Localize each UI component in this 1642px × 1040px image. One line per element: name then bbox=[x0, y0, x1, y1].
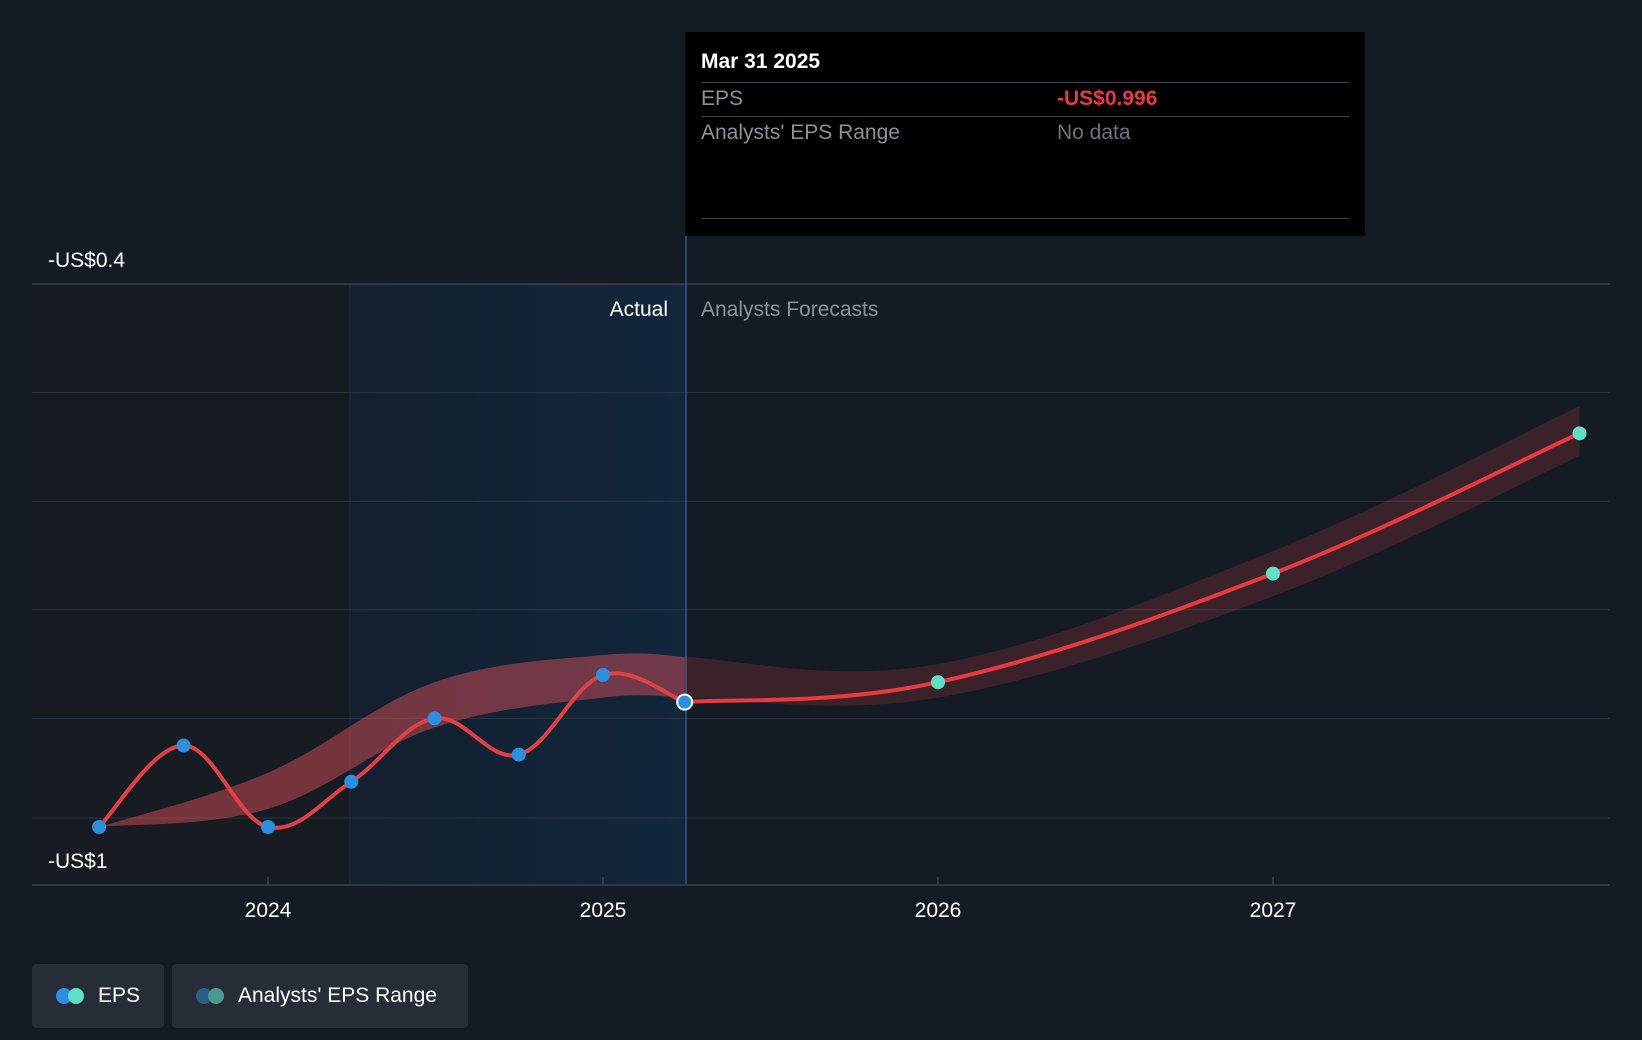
tooltip: Mar 31 2025 EPS -US$0.996 Analysts' EPS … bbox=[685, 32, 1365, 236]
tooltip-divider bbox=[701, 116, 1349, 117]
eps-point-selected[interactable] bbox=[676, 693, 694, 711]
tooltip-range-value: No data bbox=[1057, 121, 1131, 144]
legend-item-eps-range[interactable]: Analysts' EPS Range bbox=[172, 964, 468, 1028]
actual-label: Actual bbox=[610, 298, 668, 321]
x-tick-label: 2024 bbox=[245, 899, 292, 922]
eps-points bbox=[92, 426, 1587, 834]
eps-point-actual[interactable] bbox=[596, 667, 610, 682]
eps-line-forecast bbox=[682, 431, 1582, 705]
tooltip-divider bbox=[701, 82, 1349, 83]
eps-point-actual[interactable] bbox=[511, 747, 526, 762]
x-tick-label: 2026 bbox=[915, 899, 962, 922]
tooltip-eps-value: -US$0.996 bbox=[1057, 87, 1158, 110]
eps-range-band-actual bbox=[99, 653, 685, 827]
eps-point-forecast[interactable] bbox=[1572, 426, 1587, 441]
eps-legend-icon bbox=[56, 988, 86, 1004]
x-tick-label: 2027 bbox=[1250, 899, 1297, 922]
legend-label-eps-range: Analysts' EPS Range bbox=[238, 984, 437, 1007]
legend-item-eps[interactable]: EPS bbox=[32, 964, 164, 1028]
legend-dot bbox=[68, 988, 84, 1004]
eps-point-actual[interactable] bbox=[176, 738, 191, 753]
tooltip-date: Mar 31 2025 bbox=[701, 50, 821, 73]
legend-label-eps: EPS bbox=[98, 984, 141, 1007]
legend-dot bbox=[208, 988, 224, 1004]
x-tick-label: 2025 bbox=[580, 899, 627, 922]
y-label-bottom: -US$1 bbox=[48, 850, 108, 873]
eps-point-actual[interactable] bbox=[261, 820, 275, 834]
actual-region-shade bbox=[350, 284, 685, 884]
y-label-top: -US$0.4 bbox=[48, 249, 125, 272]
eps-point-actual[interactable] bbox=[92, 820, 107, 834]
tooltip-divider bbox=[701, 218, 1349, 219]
eps-range-legend-icon bbox=[196, 988, 226, 1004]
x-axis-ticks: 2024 2025 2026 2027 bbox=[245, 877, 1297, 922]
eps-point-forecast[interactable] bbox=[931, 675, 945, 690]
eps-point-actual[interactable] bbox=[344, 774, 359, 789]
tooltip-eps-label: EPS bbox=[701, 87, 744, 110]
eps-range-band-forecast bbox=[684, 406, 1580, 706]
eps-point-actual[interactable] bbox=[427, 711, 442, 726]
gridlines bbox=[32, 283, 1610, 819]
eps-point-forecast[interactable] bbox=[1266, 566, 1280, 581]
past-shade bbox=[32, 284, 350, 884]
forecast-label: Analysts Forecasts bbox=[701, 298, 878, 321]
tooltip-range-label: Analysts' EPS Range bbox=[701, 121, 900, 144]
